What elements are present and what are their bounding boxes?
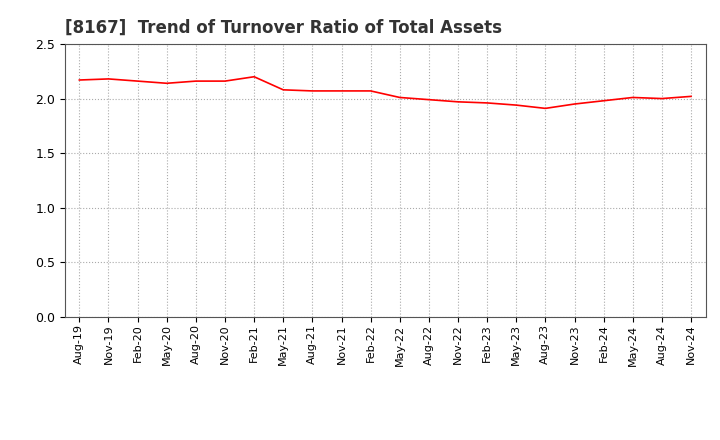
Text: [8167]  Trend of Turnover Ratio of Total Assets: [8167] Trend of Turnover Ratio of Total … [65,19,502,37]
